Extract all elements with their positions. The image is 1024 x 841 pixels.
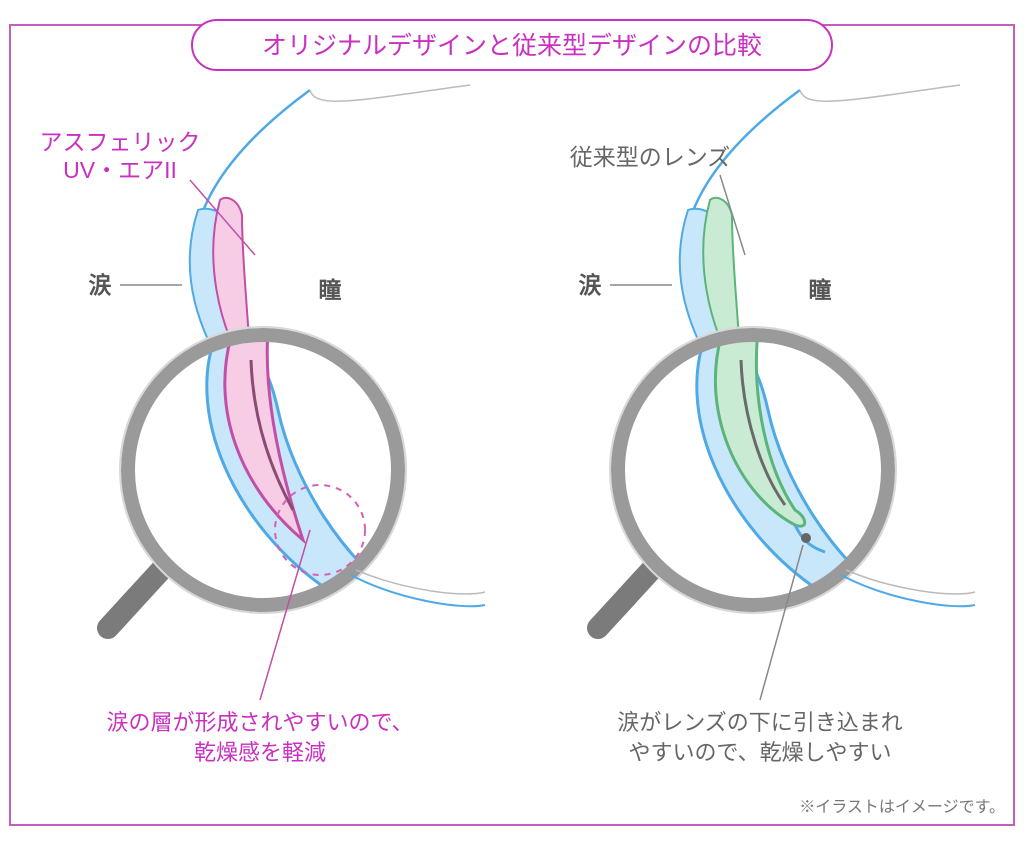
diagram-svg: オリジナルデザインと従来型デザインの比較アスフェリックUV・エアII 涙 瞳涙の層が… [0,0,1024,841]
label-lensname-left-0: アスフェリック [40,129,201,155]
label-lensname-left-1: UV・エアII [63,157,177,183]
label-caption-right-1: やすいので、乾燥しやすい [629,740,892,765]
title-text: オリジナルデザインと従来型デザインの比較 [262,32,762,60]
label-pupil-right: 瞳 [809,277,832,303]
label-caption-left-0: 涙の層が形成されやすいので、 [106,710,413,735]
label-tear-right: 涙 [579,272,602,298]
label-caption-left-1: 乾燥感を軽減 [194,740,326,765]
label-pupil-left: 瞳 [319,277,342,303]
label-lensname-right-0: 従来型のレンズ [570,144,731,170]
pull-dot-right [801,533,811,543]
footnote: ※イラストはイメージです。 [799,798,1005,816]
label-caption-right-0: 涙がレンズの下に引き込まれ [617,710,903,735]
diagram-frame: オリジナルデザインと従来型デザインの比較アスフェリックUV・エアII 涙 瞳涙の層が… [0,0,1024,841]
label-tear-left: 涙 [89,272,112,298]
